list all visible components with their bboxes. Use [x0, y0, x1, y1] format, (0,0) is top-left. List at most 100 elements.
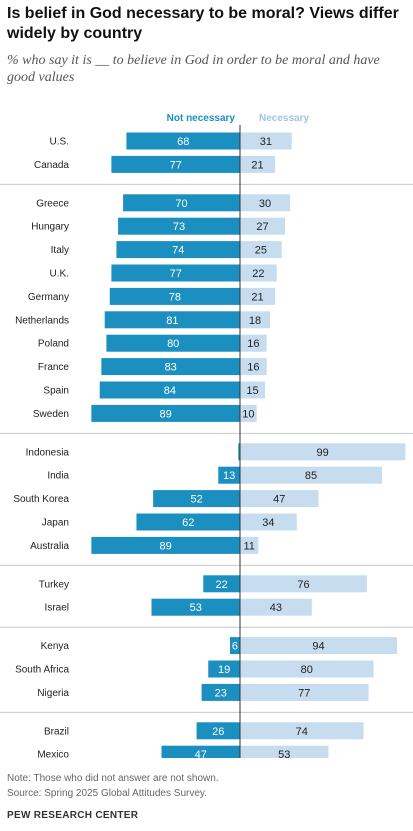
- data-label-necessary: 16: [247, 362, 259, 374]
- bar-necessary: [240, 513, 297, 531]
- bar-necessary: [240, 466, 382, 484]
- data-label-not-necessary: 23: [215, 687, 227, 699]
- bar-necessary: [240, 132, 292, 150]
- bar-necessary: [240, 311, 271, 329]
- bar-not-necessary: [218, 466, 240, 484]
- data-label-necessary: 80: [301, 664, 313, 676]
- brand-logo-text: PEW RESEARCH CENTER: [7, 810, 139, 821]
- data-label-not-necessary: 77: [170, 159, 182, 171]
- data-label-not-necessary: 19: [218, 664, 230, 676]
- country-label: Hungary: [31, 222, 69, 233]
- data-label-not-necessary: 89: [160, 408, 172, 420]
- chart-subtitle: % who say it is __ to believe in God in …: [7, 53, 380, 85]
- data-label-necessary: 43: [270, 602, 282, 614]
- data-label-not-necessary: 26: [212, 726, 224, 738]
- country-label: U.K.: [50, 269, 69, 280]
- data-label-necessary: 47: [273, 494, 285, 506]
- country-label: Mexico: [37, 750, 69, 758]
- data-label-not-necessary: 22: [216, 579, 228, 591]
- data-label-not-necessary: 74: [172, 245, 184, 257]
- bar-not-necessary: [109, 287, 241, 305]
- data-label-necessary: 15: [246, 385, 258, 397]
- data-label-necessary: 21: [251, 159, 263, 171]
- country-label: Kenya: [41, 641, 70, 652]
- data-label-necessary: 34: [262, 517, 274, 529]
- bar-necessary: [240, 404, 257, 422]
- data-label-necessary: 18: [249, 315, 261, 327]
- data-label-not-necessary: 84: [164, 385, 176, 397]
- bar-not-necessary: [118, 217, 240, 235]
- country-label: South Africa: [15, 665, 69, 676]
- bar-necessary: [240, 264, 277, 282]
- chart-source: Source: Spring 2025 Global Attitudes Sur…: [7, 788, 207, 799]
- bar-not-necessary: [153, 490, 240, 508]
- country-label: Japan: [42, 518, 69, 529]
- data-label-not-necessary: 68: [177, 136, 189, 148]
- data-label-necessary: 94: [312, 641, 324, 653]
- bar-not-necessary: [99, 381, 240, 399]
- country-label: Brazil: [44, 726, 69, 737]
- bar-not-necessary: [106, 334, 241, 352]
- country-label: Nigeria: [37, 688, 69, 699]
- chart-title: Is belief in God necessary to be moral? …: [7, 5, 399, 42]
- bar-not-necessary: [126, 132, 240, 150]
- bar-not-necessary: [161, 745, 240, 758]
- data-label-necessary: 74: [296, 726, 308, 738]
- bar-necessary: [240, 722, 364, 740]
- data-label-not-necessary: 73: [173, 221, 185, 233]
- bar-necessary: [240, 443, 406, 461]
- bar-not-necessary: [101, 358, 240, 376]
- data-label-not-necessary: 52: [190, 494, 202, 506]
- country-label: South Korea: [13, 494, 69, 505]
- country-label: Netherlands: [15, 315, 69, 326]
- data-label-necessary: 11: [243, 540, 254, 552]
- data-label-necessary: 85: [305, 470, 317, 482]
- bar-necessary: [240, 683, 369, 701]
- country-label: Italy: [51, 245, 69, 256]
- data-label-not-necessary: 78: [169, 291, 181, 303]
- bar-not-necessary: [196, 722, 240, 740]
- data-label-not-necessary: 77: [170, 268, 182, 280]
- bar-necessary: [240, 637, 397, 655]
- country-label: Greece: [36, 198, 69, 209]
- bar-not-necessary: [111, 155, 240, 173]
- bar-necessary: [240, 287, 276, 305]
- country-label: Poland: [38, 339, 69, 350]
- bar-not-necessary: [116, 241, 240, 259]
- data-label-necessary: 99: [317, 447, 329, 459]
- data-label-not-necessary: 47: [195, 749, 207, 758]
- data-label-not-necessary: 13: [223, 470, 235, 482]
- data-label-not-necessary: 62: [182, 517, 194, 529]
- bar-not-necessary: [123, 194, 240, 212]
- data-label-necessary: 31: [260, 136, 272, 148]
- country-label: Israel: [45, 603, 69, 614]
- country-label: France: [38, 362, 70, 373]
- bar-necessary: [240, 217, 286, 235]
- diverging-bar-chart: Not necessary Necessary U.S. 68 31 Canada 77 21…: [0, 113, 413, 758]
- bar-not-necessary: [111, 264, 240, 282]
- bar-not-necessary: [238, 443, 240, 461]
- bar-not-necessary: [104, 311, 240, 329]
- bar-not-necessary: [91, 404, 241, 422]
- country-label: Sweden: [33, 409, 69, 420]
- legend-necessary: Necessary: [259, 113, 309, 124]
- bar-not-necessary: [151, 598, 240, 616]
- country-label: Spain: [43, 386, 69, 397]
- data-label-necessary: 53: [278, 749, 290, 758]
- bar-necessary: [240, 490, 319, 508]
- bar-not-necessary: [208, 660, 240, 678]
- bar-not-necessary: [229, 637, 240, 655]
- bar-necessary: [240, 155, 276, 173]
- data-label-not-necessary: 70: [175, 198, 187, 210]
- data-label-necessary: 27: [256, 221, 268, 233]
- data-label-necessary: 21: [251, 291, 263, 303]
- data-label-not-necessary: 6: [232, 641, 238, 653]
- legend-not-necessary: Not necessary: [167, 113, 236, 124]
- chart-note: Note: Those who did not answer are not s…: [7, 773, 219, 784]
- country-label: Canada: [34, 160, 69, 171]
- data-label-necessary: 30: [259, 198, 271, 210]
- data-label-not-necessary: 80: [167, 338, 179, 350]
- bar-necessary: [240, 381, 266, 399]
- country-label: Indonesia: [26, 447, 70, 458]
- bar-necessary: [240, 194, 291, 212]
